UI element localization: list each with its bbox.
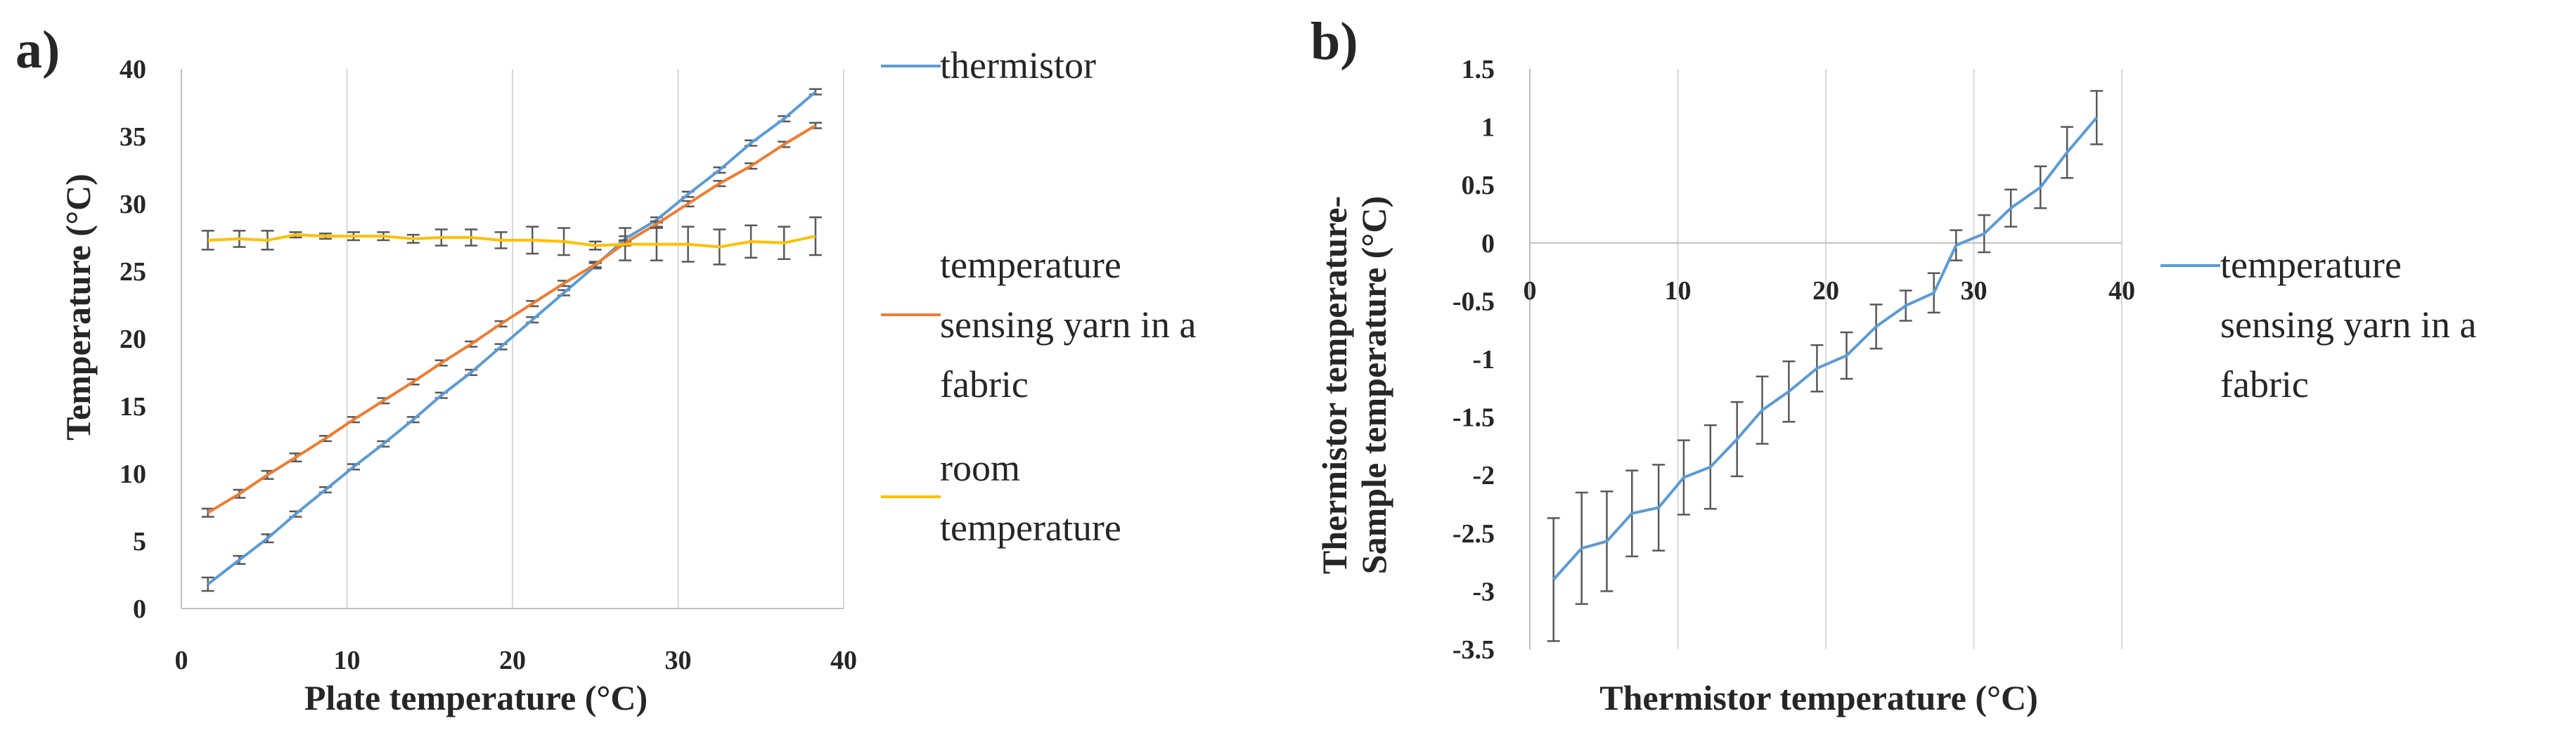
series-line-yarn-difference xyxy=(1552,117,2098,581)
series-line-thermistor xyxy=(207,91,817,586)
x-tick-label: 40 xyxy=(830,646,857,675)
legend-label-line: fabric xyxy=(2220,363,2309,405)
x-tick-label: 40 xyxy=(2108,276,2135,306)
panel-a-x-tick-labels: 0 10 20 30 40 xyxy=(175,646,858,675)
y-tick-label: -3.5 xyxy=(1453,635,1495,665)
panel-b-y-axis-title-line-1: Thermistor temperature- xyxy=(1315,196,1354,574)
y-tick-label: 15 xyxy=(120,392,146,422)
panel-a-gridlines xyxy=(346,69,844,608)
legend-label-yarn-difference: temperature sensing yarn in a fabric xyxy=(2220,244,2476,405)
panel-a-series xyxy=(201,88,822,592)
x-tick-label: 30 xyxy=(1961,276,1988,306)
series-line-room xyxy=(207,233,816,249)
panel-b-gridlines xyxy=(1677,69,2123,649)
y-tick-label: -2.5 xyxy=(1453,519,1495,549)
legend-label-line: sensing yarn in a xyxy=(2220,304,2476,346)
panel-b-label: b) xyxy=(1310,12,1358,71)
y-tick-label: 25 xyxy=(120,257,146,287)
y-tick-label: 40 xyxy=(120,55,146,84)
x-tick-label: 10 xyxy=(1665,276,1692,306)
panel-a-legend: thermistor temperature sensing yarn in a f… xyxy=(881,44,1196,549)
series-yarn xyxy=(201,122,822,518)
x-tick-label: 20 xyxy=(1812,276,1839,306)
panel-b-axes xyxy=(1529,69,2122,649)
x-tick-label: 0 xyxy=(1524,276,1537,306)
y-tick-label: -2 xyxy=(1472,461,1495,490)
x-tick-label: 10 xyxy=(334,646,361,675)
panel-a-chart: a) 0 5 10 15 20 25 30 35 40 0 10 20 30 40 Plate temp… xyxy=(15,20,1196,717)
panel-b-x-axis-title: Thermistor temperature (°C) xyxy=(1599,678,2038,717)
legend-entry-room: room temperature xyxy=(881,447,1121,549)
y-tick-label: -1.5 xyxy=(1453,403,1495,433)
panel-b-y-axis-title-line-2: Sample temperature (°C) xyxy=(1354,196,1393,574)
legend-label-line: room xyxy=(940,447,1020,489)
panel-b-chart: b) 1.5 1 0.5 0 -0.5 -1 -1.5 -2 -2.5 -3 -3.5 0 10 20 3… xyxy=(1310,12,2476,717)
legend-label-yarn: temperature sensing yarn in a fabric xyxy=(940,244,1196,405)
panel-a-y-tick-labels: 0 5 10 15 20 25 30 35 40 xyxy=(120,55,146,624)
x-tick-label: 20 xyxy=(499,646,526,675)
legend-label-line: temperature xyxy=(940,507,1121,549)
y-tick-label: 10 xyxy=(120,460,146,489)
panel-a-axes xyxy=(181,69,844,609)
legend-entry-yarn: temperature sensing yarn in a fabric xyxy=(881,244,1196,405)
y-tick-label: 5 xyxy=(133,527,146,556)
legend-label-thermistor: thermistor xyxy=(940,44,1096,86)
y-tick-label: -0.5 xyxy=(1453,287,1495,316)
legend-label-line: sensing yarn in a xyxy=(940,304,1196,346)
y-tick-label: 0 xyxy=(1481,229,1495,259)
legend-entry-thermistor: thermistor xyxy=(881,44,1096,86)
y-tick-label: 20 xyxy=(120,325,146,354)
y-tick-label: -3 xyxy=(1472,577,1495,606)
x-tick-label: 0 xyxy=(175,646,188,675)
panel-b-y-tick-labels: 1.5 1 0.5 0 -0.5 -1 -1.5 -2 -2.5 -3 -3.5 xyxy=(1453,55,1495,665)
series-room xyxy=(201,216,822,266)
panel-a-x-axis-title: Plate temperature (°C) xyxy=(304,678,648,717)
series-line-yarn xyxy=(207,124,816,514)
series-yarn-difference xyxy=(1547,90,2104,642)
panel-b-legend: temperature sensing yarn in a fabric xyxy=(2160,244,2476,405)
y-tick-label: 0 xyxy=(133,594,146,624)
panel-a-y-axis-title: Temperature (°C) xyxy=(58,174,98,441)
y-tick-label: 1.5 xyxy=(1462,55,1495,84)
panel-b-x-tick-labels: 0 10 20 30 40 xyxy=(1524,276,2136,306)
legend-label-line: fabric xyxy=(940,363,1029,405)
panel-a-label: a) xyxy=(15,20,60,79)
y-tick-label: 35 xyxy=(120,122,146,152)
panel-b-y-axis-title: Thermistor temperature- Sample temperatu… xyxy=(1315,196,1393,574)
legend-label-room: room temperature xyxy=(940,447,1121,549)
series-thermistor xyxy=(201,88,822,592)
x-tick-label: 30 xyxy=(665,646,692,675)
legend-label-line: temperature xyxy=(940,244,1121,286)
legend-label-line: temperature xyxy=(2220,244,2402,286)
panel-b-series xyxy=(1547,90,2104,642)
y-tick-label: -1 xyxy=(1472,345,1495,375)
y-tick-label: 30 xyxy=(120,190,146,219)
y-tick-label: 1 xyxy=(1481,113,1495,143)
y-tick-label: 0.5 xyxy=(1462,171,1495,200)
